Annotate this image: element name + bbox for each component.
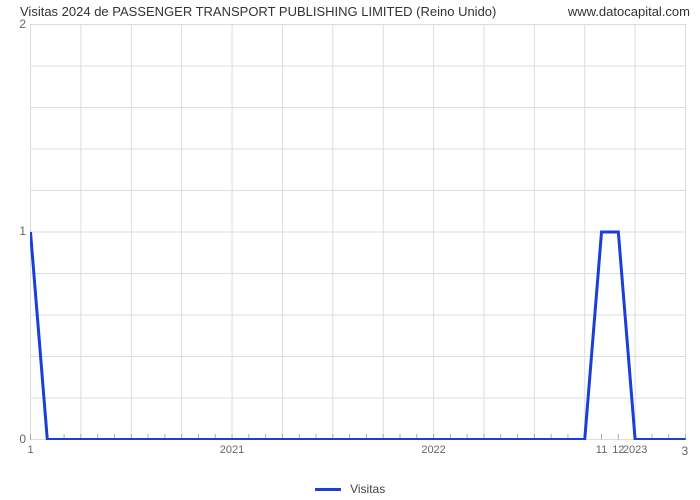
y-tick-label: 2 — [10, 17, 26, 31]
line-chart-svg — [30, 24, 686, 440]
x-tick-label: 2022 — [421, 444, 445, 456]
y-tick-label: 1 — [10, 224, 26, 238]
x-right-label: 3 — [682, 444, 700, 458]
legend: Visitas — [0, 482, 700, 496]
legend-swatch — [315, 488, 341, 491]
x-tick-label: 2021 — [220, 444, 244, 456]
x-tick-label: 1 — [27, 444, 33, 456]
chart-source: www.datocapital.com — [568, 4, 690, 19]
x-tick-label: 2023 — [623, 444, 647, 456]
y-tick-label: 0 — [10, 432, 26, 446]
chart-title: Visitas 2024 de PASSENGER TRANSPORT PUBL… — [20, 4, 496, 19]
chart-plot-area — [30, 24, 686, 440]
legend-label: Visitas — [350, 482, 385, 496]
x-tick-label: 11 — [596, 444, 607, 456]
